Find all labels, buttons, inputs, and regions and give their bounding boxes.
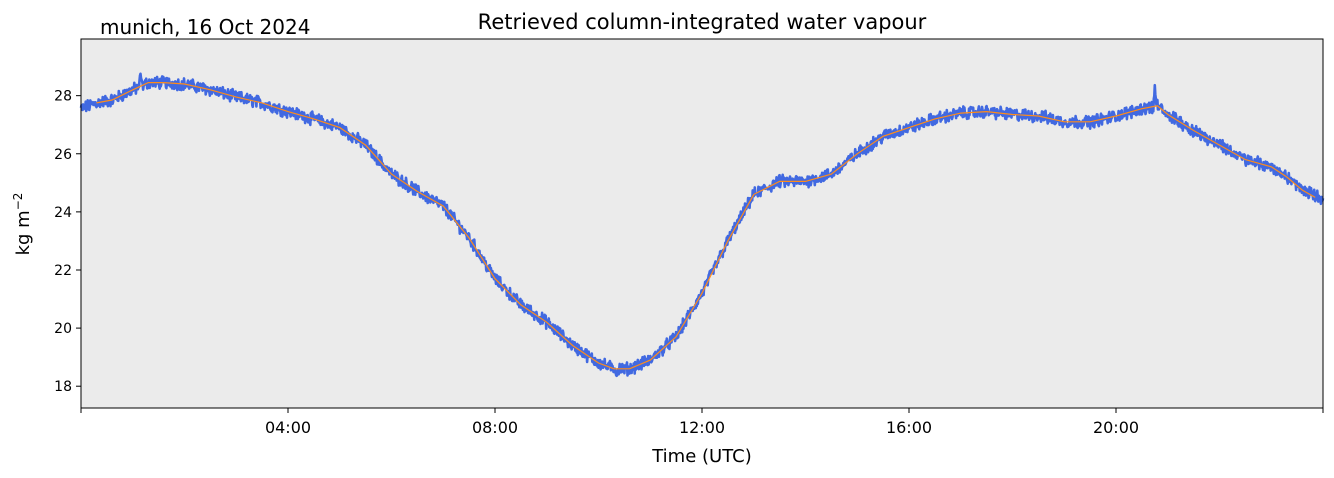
x-tick-label: 20:00 (1093, 418, 1139, 437)
y-tick-label: 18 (54, 379, 72, 395)
series-raw-line (79, 72, 1325, 378)
y-tick-label: 20 (54, 321, 72, 337)
y-tick-label: 26 (54, 147, 72, 163)
x-tick-label: 12:00 (679, 418, 725, 437)
y-axis-label: kg m−2 (11, 193, 34, 256)
chart-subtitle: munich, 16 Oct 2024 (100, 15, 310, 39)
series-smoothed-line (96, 82, 1316, 370)
x-axis: 04:00 08:00 12:00 16:00 20:00 (80, 408, 1324, 437)
y-axis-label-exponent: −2 (11, 193, 25, 211)
y-tick-label: 28 (54, 89, 72, 105)
y-tick-label: 24 (54, 205, 72, 221)
plot-area (81, 39, 1323, 408)
x-axis-label: Time (UTC) (651, 446, 752, 467)
x-tick-label: 08:00 (472, 418, 518, 437)
y-axis-label-unit: kg m (13, 210, 34, 255)
y-axis: 18 20 22 24 26 28 (54, 89, 81, 395)
chart-title: Retrieved column-integrated water vapour (478, 10, 927, 34)
x-tick-label: 16:00 (886, 418, 932, 437)
chart-marks (79, 72, 1325, 378)
x-tick-label: 04:00 (265, 418, 311, 437)
y-tick-label: 22 (54, 263, 72, 279)
